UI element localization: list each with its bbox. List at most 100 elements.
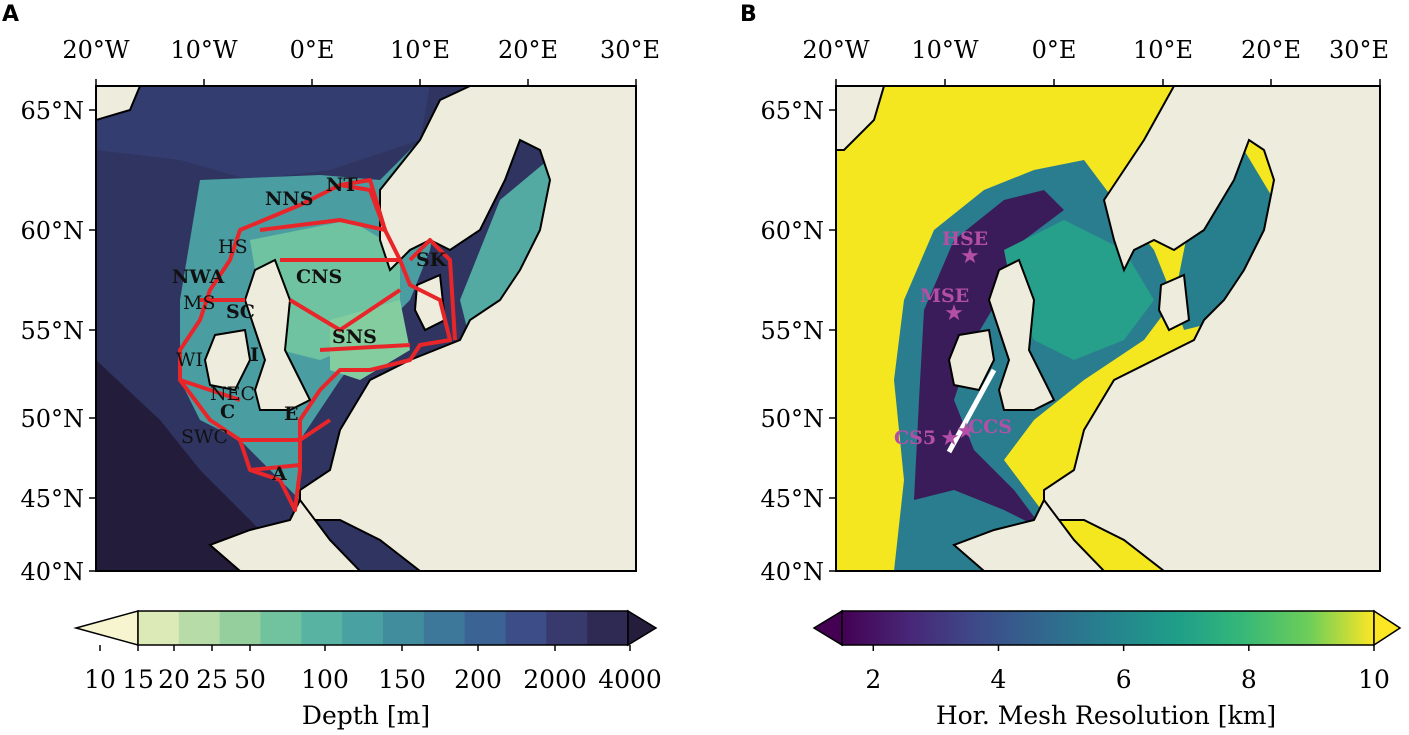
land-ireland	[203, 328, 252, 392]
station-label-hse: HSE	[942, 228, 988, 250]
colorbar-tick-label: 8	[1241, 665, 1257, 694]
station-marker-hse: ★	[960, 244, 980, 269]
lat-tick-label: 65°N	[20, 97, 84, 125]
region-label-sns: SNS	[332, 326, 377, 348]
panel-a-depth-map: A	[0, 0, 700, 731]
lon-tick-label: 10°W	[911, 36, 979, 64]
colorbar-tick-label: 2000	[523, 665, 587, 694]
region-label-e: E	[284, 403, 298, 425]
lat-tick-label: 55°N	[20, 317, 84, 345]
panel-b-mesh-resolution-map: B	[704, 0, 1409, 731]
station-label-ccs: CCS	[968, 416, 1012, 438]
colorbar-tick-label: 10	[1358, 665, 1390, 694]
land-greenland	[96, 86, 142, 122]
latitude-ticks: 65°N 60°N 55°N 50°N 45°N 40°N	[760, 97, 836, 586]
land-europe	[299, 86, 636, 571]
latitude-ticks: 65°N 60°N 55°N 50°N 45°N 40°N	[20, 97, 96, 586]
lat-tick-label: 60°N	[20, 217, 84, 245]
colorbar-tick-label: 2	[865, 665, 881, 694]
colorbar-bin	[383, 611, 425, 645]
colorbar-bin	[587, 611, 629, 645]
region-label-nec: NEC	[210, 383, 255, 405]
region-label-swc: SWC	[181, 426, 228, 448]
region-label-i: I	[250, 344, 259, 366]
depth-map-area: NT NNS HS NWA CNS SK MS SC SNS WI I NEC …	[96, 86, 636, 571]
station-label-cs5: CS5	[894, 427, 936, 449]
panel-a-letter: A	[2, 2, 20, 27]
lat-tick-label: 40°N	[760, 558, 824, 586]
region-label-hs: HS	[218, 236, 248, 258]
lat-tick-label: 65°N	[760, 97, 824, 125]
map-frame	[835, 85, 1381, 572]
region-label-sk: SK	[416, 249, 448, 271]
colorbar-min-extension	[73, 610, 139, 646]
lat-tick-label: 50°N	[20, 405, 84, 433]
station-marker-mse: ★	[944, 301, 964, 326]
colorbar-tick-label: 100	[301, 665, 349, 694]
longitude-ticks: 20°W 10°W 0°E 10°E 20°E 30°E	[802, 36, 1389, 86]
lon-tick-label: 20°E	[1241, 36, 1301, 64]
lon-tick-label: 20°E	[498, 36, 558, 64]
lon-tick-label: 0°E	[290, 36, 335, 64]
land-europe	[1043, 86, 1380, 571]
panel-b-letter: B	[740, 2, 757, 27]
colorbar-tick-label: 4000	[598, 665, 662, 694]
colorbar-bin	[301, 611, 343, 645]
depth-colorbar-ticks: 10 15 20 25 50 100 150 200 2000 4000	[84, 645, 662, 694]
north-sea-mesh	[1004, 220, 1154, 360]
lat-tick-label: 55°N	[760, 317, 824, 345]
land-iberia	[952, 498, 1106, 571]
colorbar-max-extension	[1373, 609, 1402, 647]
lon-tick-label: 20°W	[802, 36, 870, 64]
region-label-nt: NT	[326, 174, 358, 196]
colorbar-min-extension	[812, 609, 843, 647]
land-greenland	[836, 86, 886, 151]
colorbar-tick-label: 10	[84, 665, 116, 694]
longitude-ticks: 20°W 10°W 0°E 10°E 20°E 30°E	[62, 36, 660, 86]
mesh-colorbar-ticks: 2 4 6 8 10	[865, 645, 1390, 694]
colorbar-bin	[505, 611, 547, 645]
colorbar-tick-label: 200	[454, 665, 502, 694]
region-label-sc: SC	[226, 301, 255, 323]
station-label-mse: MSE	[920, 285, 969, 307]
colorbar-bin	[178, 611, 221, 645]
lat-tick-label: 45°N	[20, 485, 84, 513]
southern-north-sea	[330, 300, 410, 380]
land-ireland	[947, 328, 996, 392]
colorbar-tick-label: 25	[196, 665, 228, 694]
region-label-c: C	[220, 401, 235, 423]
land-denmark	[1157, 273, 1191, 332]
lat-tick-label: 50°N	[760, 405, 824, 433]
region-outlines	[178, 178, 457, 512]
colorbar-tick-label: 4	[991, 665, 1007, 694]
colorbar-max-extension	[627, 609, 658, 647]
lon-tick-label: 30°E	[600, 36, 660, 64]
mesh-resolution-figure: ★ ★ ★ ★ HSE MSE CS5 CCS 20°W 10°W 0°E 10…	[760, 36, 1402, 730]
colorbar-tick-label: 150	[378, 665, 426, 694]
region-label-nns: NNS	[265, 188, 313, 210]
mesh-map-area: ★ ★ ★ ★ HSE MSE CS5 CCS	[836, 86, 1380, 571]
mesh-colorbar-label: Hor. Mesh Resolution [km]	[936, 701, 1276, 730]
lon-tick-label: 10°E	[1133, 36, 1193, 64]
deep-ocean-sw	[96, 360, 300, 571]
lat-tick-label: 45°N	[760, 485, 824, 513]
colorbar-bin	[260, 611, 302, 645]
colorbar-bin	[138, 611, 180, 645]
lat-tick-label: 60°N	[760, 217, 824, 245]
colorbar-bin	[546, 611, 588, 645]
region-label-a: A	[271, 463, 287, 485]
colorbar-bin	[464, 611, 506, 645]
region-label-wi: WI	[176, 349, 203, 371]
region-label-nwa: NWA	[172, 266, 224, 288]
region-label-cns: CNS	[296, 266, 342, 288]
colorbar-tick-label: 50	[234, 665, 266, 694]
colorbar-bin	[342, 611, 384, 645]
lon-tick-label: 20°W	[62, 36, 130, 64]
transect-line	[946, 368, 997, 454]
depth-colorbar	[73, 609, 658, 647]
colorbar-tick-label: 6	[1116, 665, 1132, 694]
mesh-resolution-colorbar	[841, 610, 1375, 646]
lon-tick-label: 10°W	[170, 36, 238, 64]
lat-tick-label: 40°N	[20, 558, 84, 586]
lon-tick-label: 0°E	[1032, 36, 1077, 64]
